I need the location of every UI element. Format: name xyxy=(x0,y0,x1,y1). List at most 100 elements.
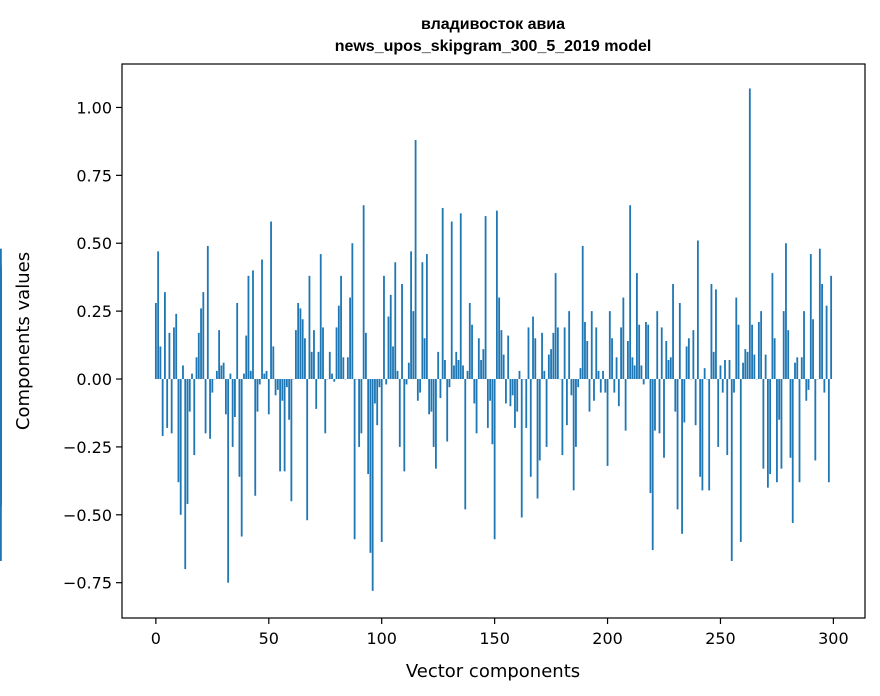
bar-274 xyxy=(773,338,776,380)
bar-119 xyxy=(423,338,426,380)
bar-106 xyxy=(394,262,397,380)
bar-175 xyxy=(550,349,552,380)
bar-17 xyxy=(193,379,196,456)
bar-138 xyxy=(466,370,469,380)
bar-282 xyxy=(791,379,794,523)
bar-46 xyxy=(258,379,261,385)
bar-101 xyxy=(383,275,385,380)
bar-139 xyxy=(468,302,471,380)
bar-287 xyxy=(803,311,805,380)
bar-144 xyxy=(480,360,482,380)
bar-172 xyxy=(543,370,546,380)
bar-64 xyxy=(299,308,302,380)
y-tick-label: −0.75 xyxy=(63,574,112,593)
bar-248 xyxy=(715,289,717,380)
bar-221 xyxy=(654,379,656,431)
bar-88 xyxy=(353,379,356,540)
bar-129 xyxy=(446,379,449,442)
bar-247 xyxy=(712,351,715,380)
bar-5 xyxy=(166,379,169,428)
bar-195 xyxy=(595,327,598,380)
bar-82 xyxy=(340,275,342,380)
bar-249 xyxy=(717,379,720,447)
y-tick-label: 0.50 xyxy=(76,234,112,253)
bar-103 xyxy=(387,316,390,380)
bar-265 xyxy=(753,354,756,380)
bar-159 xyxy=(514,379,516,428)
bar-256 xyxy=(733,379,735,393)
bar-236 xyxy=(687,338,690,380)
bar-184 xyxy=(570,379,573,396)
bar-60 xyxy=(290,379,293,502)
bar-45 xyxy=(256,379,259,412)
bar-196 xyxy=(597,370,600,380)
bar-177 xyxy=(554,273,557,380)
bar-10 xyxy=(177,379,180,483)
bar-168 xyxy=(534,338,537,380)
bar-20 xyxy=(200,308,202,380)
bar-121 xyxy=(428,379,431,415)
bar-128 xyxy=(444,360,446,380)
bar-278 xyxy=(782,311,785,380)
bar-224 xyxy=(660,327,663,380)
bar-104 xyxy=(389,294,392,380)
bar-225 xyxy=(663,379,665,458)
chart-subtitle: news_upos_skipgram_300_5_2019 model xyxy=(335,38,652,55)
bar-291 xyxy=(812,319,814,380)
bar-124 xyxy=(435,379,437,469)
bar-270 xyxy=(764,354,767,380)
bar-162 xyxy=(520,379,523,518)
bar-189 xyxy=(581,245,584,380)
bar-37 xyxy=(238,379,241,477)
bar-62 xyxy=(294,330,297,380)
bar-80 xyxy=(335,327,338,380)
bar-218 xyxy=(647,324,650,380)
bar-231 xyxy=(676,379,679,510)
bar-187 xyxy=(577,379,580,388)
bar-97 xyxy=(374,379,376,404)
bar-190 xyxy=(584,321,586,380)
bar-242 xyxy=(701,379,704,491)
bar-174 xyxy=(547,354,550,380)
bar-22 xyxy=(204,379,207,434)
plot-frame xyxy=(121,63,866,619)
bar-153 xyxy=(500,330,503,380)
y-tick-label: −0.25 xyxy=(63,438,112,457)
bar-150 xyxy=(493,379,496,540)
bar-57 xyxy=(283,379,286,472)
bar-31 xyxy=(224,379,227,415)
bar-279 xyxy=(785,243,787,380)
bar-176 xyxy=(552,332,555,380)
bar-213 xyxy=(636,273,638,380)
bar-199 xyxy=(604,379,607,393)
bar-219 xyxy=(649,379,652,494)
bar-42 xyxy=(249,370,252,380)
bar-205 xyxy=(617,379,620,407)
bar-54 xyxy=(276,379,279,390)
y-axis-label: Components values xyxy=(13,252,34,430)
bar-93 xyxy=(365,332,367,380)
bar-191 xyxy=(586,341,589,380)
bar-227 xyxy=(667,360,670,380)
bar-239 xyxy=(694,379,697,426)
y-axis-ticks: −0.75 −0.50 −0.25 0.00 0.25 0.50 0.75 1.00 xyxy=(63,98,122,593)
bar-235 xyxy=(685,346,688,380)
bar-252 xyxy=(724,360,726,380)
bar-118 xyxy=(421,262,424,380)
bar-14 xyxy=(186,379,189,504)
bar-72 xyxy=(317,351,320,380)
bar-40 xyxy=(245,335,248,380)
bar-228 xyxy=(669,357,672,380)
bar-276 xyxy=(778,379,781,420)
bar-137 xyxy=(464,379,467,510)
bar-201 xyxy=(608,311,611,380)
bar-277 xyxy=(780,379,783,469)
bar-161 xyxy=(518,370,521,380)
bar-77 xyxy=(328,351,331,380)
bar-21 xyxy=(202,292,205,380)
bar-152 xyxy=(498,297,501,380)
bar-148 xyxy=(489,379,492,401)
bar-192 xyxy=(588,379,591,412)
bar-67 xyxy=(306,379,309,521)
bar-182 xyxy=(565,379,568,426)
